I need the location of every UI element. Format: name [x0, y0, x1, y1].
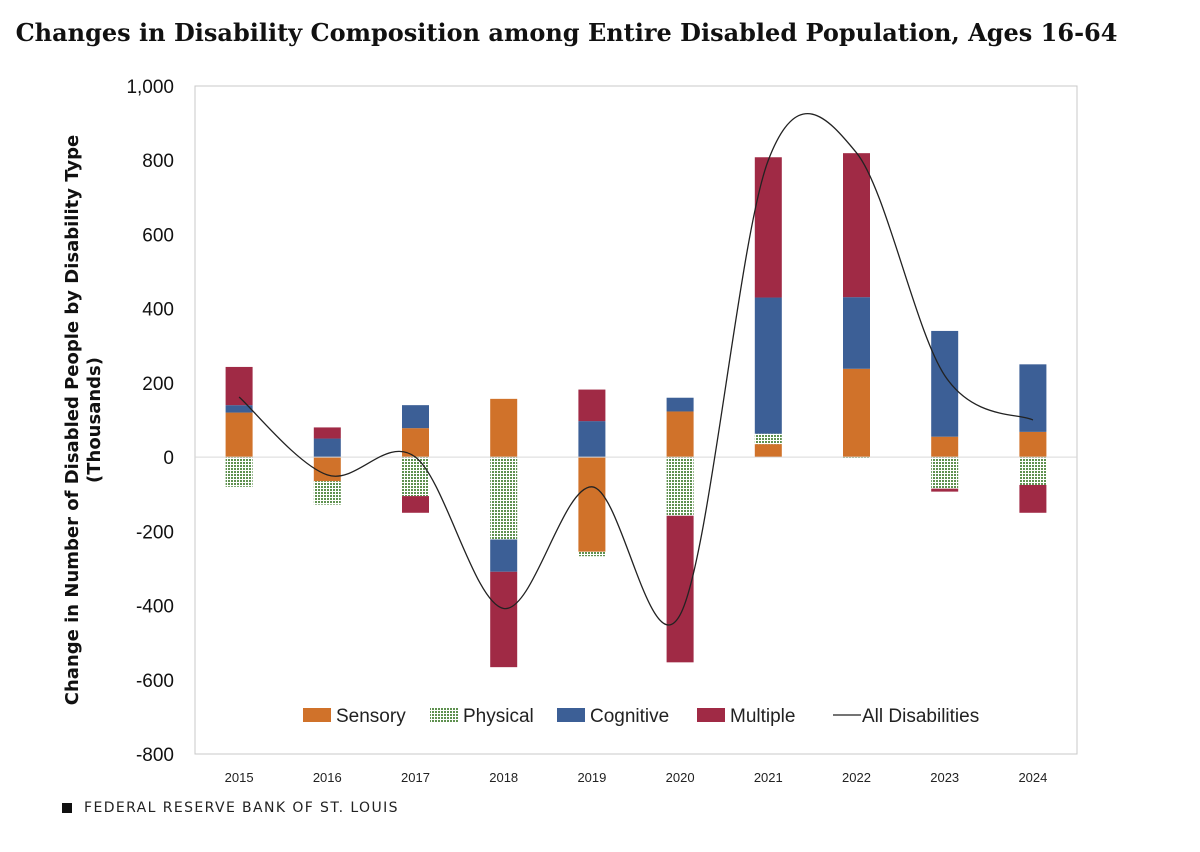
bar-sensory-2023 — [931, 436, 959, 458]
chart-title: Changes in Disability Composition among … — [15, 18, 1118, 47]
bar-cognitive-2024 — [1019, 364, 1047, 432]
bar-physical-2022 — [843, 457, 870, 459]
bar-cognitive-2021 — [754, 297, 782, 434]
y-axis-title-line2: (Thousands) — [84, 357, 105, 483]
bar-cognitive-2023 — [931, 330, 959, 437]
bar-cognitive-2022 — [843, 297, 870, 369]
x-tick-label: 2024 — [1018, 770, 1047, 785]
bar-multiple-2023 — [931, 488, 959, 492]
footer: FEDERAL RESERVE BANK OF ST. LOUIS — [62, 800, 399, 816]
bar-layer — [225, 153, 1047, 668]
y-tick-label: 800 — [142, 151, 174, 172]
y-tick-label: 600 — [142, 225, 174, 246]
bar-sensory-2020 — [666, 411, 694, 458]
bar-physical-2017 — [402, 457, 429, 497]
y-tick-label: 400 — [142, 300, 174, 321]
bar-physical-2015 — [225, 457, 253, 487]
bar-sensory-2016 — [313, 457, 341, 482]
bar-sensory-2024 — [1019, 431, 1047, 458]
bar-physical-2023 — [931, 457, 959, 489]
bar-multiple-2018 — [490, 571, 518, 668]
x-axis-ticks: 2015 2016 2017 2018 2019 2020 2021 2022 2023 2024 — [225, 770, 1048, 785]
bar-sensory-2019 — [578, 457, 606, 552]
legend-label-physical: Physical — [463, 706, 534, 727]
x-tick-label: 2018 — [489, 770, 518, 785]
bar-sensory-2021 — [754, 444, 782, 458]
legend: Sensory Physical Cognitive Multiple All Disa… — [303, 706, 979, 727]
bar-sensory-2022 — [843, 368, 870, 458]
bar-cognitive-2017 — [402, 405, 429, 429]
y-tick-label: -800 — [136, 745, 174, 766]
y-axis-title-line1: Change in Number of Disabled People by D… — [62, 135, 83, 705]
legend-label-cognitive: Cognitive — [590, 706, 669, 727]
bar-multiple-2021 — [754, 157, 782, 298]
bar-physical-2021 — [754, 433, 782, 445]
x-tick-label: 2015 — [225, 770, 254, 785]
legend-label-multiple: Multiple — [730, 706, 795, 727]
bar-physical-2019 — [578, 551, 606, 557]
legend-label-all-disabilities: All Disabilities — [862, 706, 979, 727]
x-tick-label: 2017 — [401, 770, 430, 785]
bar-multiple-2017 — [402, 496, 429, 513]
bar-cognitive-2018 — [490, 539, 518, 572]
bar-cognitive-2016 — [313, 438, 341, 458]
bar-cognitive-2019 — [578, 421, 606, 458]
plot-area — [194, 85, 1078, 755]
y-tick-label: -200 — [136, 522, 174, 543]
bar-physical-2024 — [1019, 457, 1047, 485]
legend-swatch-sensory — [303, 708, 331, 722]
bar-multiple-2019 — [578, 389, 606, 422]
legend-label-sensory: Sensory — [336, 706, 406, 727]
x-tick-label: 2022 — [842, 770, 871, 785]
bar-sensory-2015 — [225, 412, 253, 458]
bar-physical-2018 — [490, 457, 518, 540]
y-tick-label: 1,000 — [126, 77, 174, 98]
footer-text: FEDERAL RESERVE BANK OF ST. LOUIS — [84, 800, 399, 816]
bar-multiple-2024 — [1019, 484, 1047, 513]
bar-multiple-2016 — [313, 427, 341, 439]
y-tick-label: 200 — [142, 374, 174, 395]
footer-square-icon — [62, 803, 72, 813]
bar-cognitive-2020 — [666, 397, 694, 412]
legend-swatch-cognitive — [557, 708, 585, 722]
x-tick-label: 2019 — [577, 770, 606, 785]
x-tick-label: 2023 — [930, 770, 959, 785]
bar-multiple-2022 — [843, 153, 870, 298]
y-axis-ticks: -800 -600 -400 -200 0 200 400 600 800 1,000 — [126, 77, 174, 766]
x-tick-label: 2016 — [313, 770, 342, 785]
legend-swatch-multiple — [697, 708, 725, 722]
bar-physical-2020 — [666, 457, 694, 516]
y-tick-label: 0 — [163, 448, 174, 469]
x-tick-label: 2021 — [754, 770, 783, 785]
y-tick-label: -400 — [136, 597, 174, 618]
bar-cognitive-2015 — [225, 405, 253, 413]
line-all-disabilities — [238, 113, 1034, 626]
x-tick-label: 2020 — [666, 770, 695, 785]
bar-multiple-2015 — [225, 366, 253, 406]
legend-swatch-physical — [430, 708, 458, 722]
bar-physical-2016 — [313, 481, 341, 505]
y-tick-label: -600 — [136, 671, 174, 692]
bar-sensory-2018 — [490, 398, 518, 458]
